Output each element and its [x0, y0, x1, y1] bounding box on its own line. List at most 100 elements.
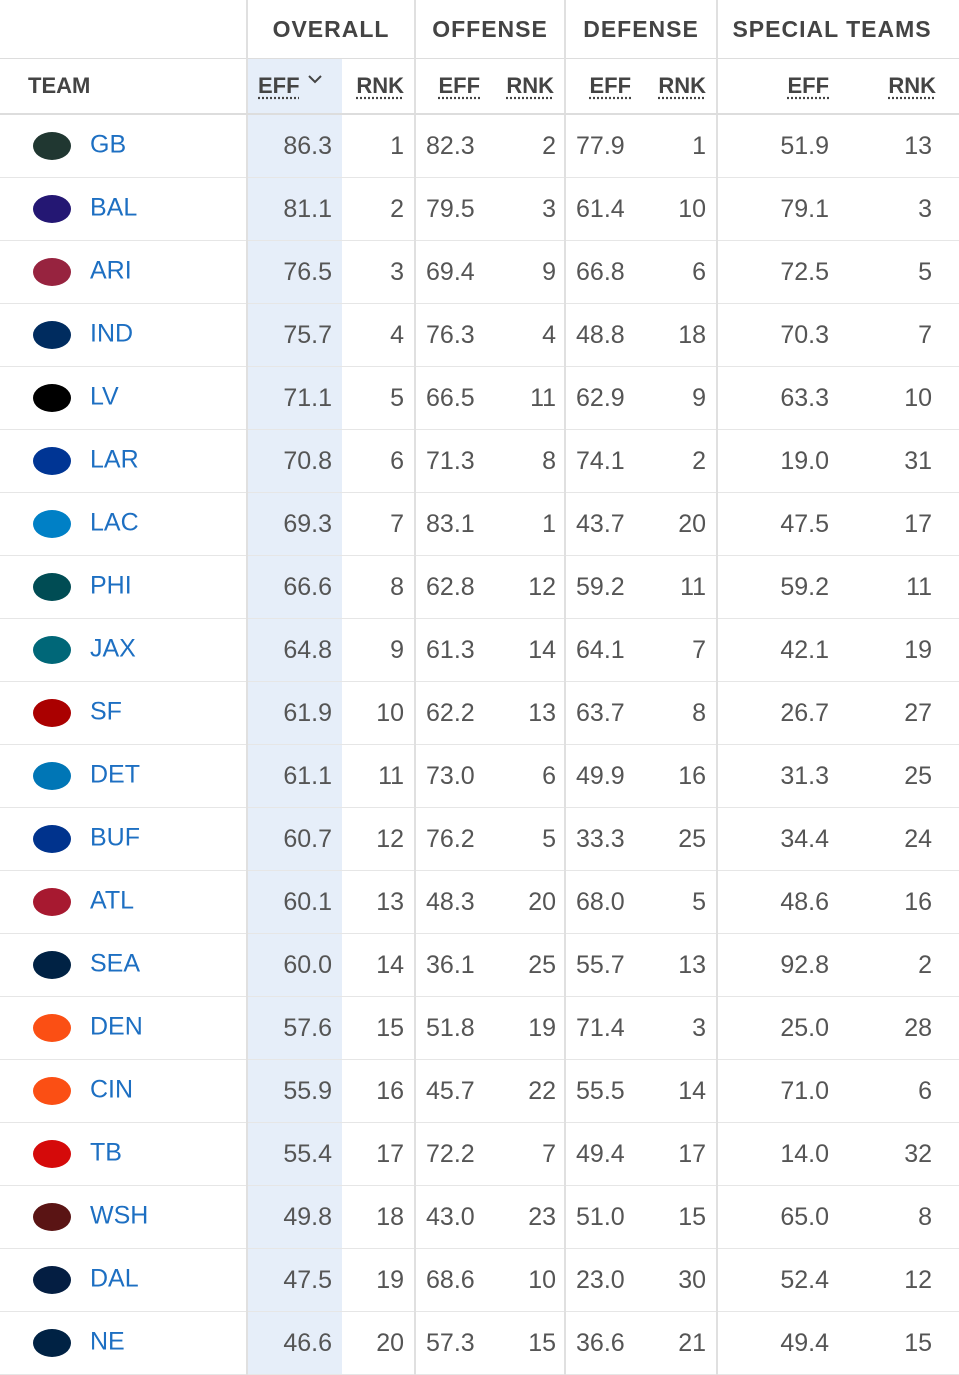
- rank-cell: 5: [641, 870, 718, 934]
- team-row: BAL 81.1 2 79.5 3 61.4 10 79.1 3: [0, 177, 959, 241]
- logo-shape: [33, 1266, 71, 1294]
- logo-shape: [33, 699, 71, 727]
- team-cell: BUF: [0, 807, 248, 871]
- logo-shape: [33, 447, 71, 475]
- blank-cell: [946, 429, 959, 493]
- logo-shape: [33, 258, 71, 286]
- team-logo: [33, 258, 71, 286]
- rank-cell: 15: [342, 996, 416, 1060]
- rank-cell: 6: [641, 240, 718, 304]
- rank-cell: 17: [841, 492, 947, 556]
- team-link[interactable]: PHI: [90, 571, 132, 600]
- blank-cell: [946, 1185, 959, 1249]
- eff-cell: 46.6: [246, 1311, 342, 1375]
- logo-shape: [33, 132, 71, 160]
- column-header[interactable]: EFF: [438, 73, 481, 98]
- column-header[interactable]: EFF: [787, 73, 830, 98]
- team-link[interactable]: DEN: [90, 1012, 143, 1041]
- logo-shape: [33, 762, 71, 790]
- eff-cell: 61.3: [414, 618, 491, 682]
- rank-cell: 12: [490, 555, 566, 619]
- rank-cell: 3: [641, 996, 718, 1060]
- team-link[interactable]: LAR: [90, 445, 139, 474]
- eff-cell: 23.0: [564, 1248, 642, 1312]
- column-header[interactable]: EFF: [258, 73, 300, 98]
- team-logo: [33, 1203, 71, 1231]
- column-header-cell: RNK: [841, 58, 947, 115]
- team-link[interactable]: GB: [90, 130, 127, 159]
- team-link[interactable]: LV: [90, 382, 119, 411]
- eff-cell: 49.4: [716, 1311, 842, 1375]
- team-cell: WSH: [0, 1185, 248, 1249]
- rank-cell: 30: [641, 1248, 718, 1312]
- blank-cell: [946, 807, 959, 871]
- team-cell: IND: [0, 303, 248, 367]
- eff-cell: 71.0: [716, 1059, 842, 1123]
- rank-cell: 10: [841, 366, 947, 430]
- rank-cell: 14: [342, 933, 416, 997]
- eff-cell: 70.3: [716, 303, 842, 367]
- column-header[interactable]: RNK: [658, 73, 707, 98]
- team-link[interactable]: ARI: [90, 256, 132, 285]
- rank-cell: 2: [342, 177, 416, 241]
- team-link[interactable]: SF: [90, 697, 122, 726]
- team-link[interactable]: IND: [90, 319, 134, 348]
- team-cell: ARI: [0, 240, 248, 304]
- eff-cell: 61.1: [246, 744, 342, 808]
- eff-cell: 33.3: [564, 807, 642, 871]
- rank-cell: 8: [641, 681, 718, 745]
- eff-cell: 55.9: [246, 1059, 342, 1123]
- team-link[interactable]: DAL: [90, 1264, 139, 1293]
- eff-cell: 69.3: [246, 492, 342, 556]
- eff-cell: 65.0: [716, 1185, 842, 1249]
- team-cell: NE: [0, 1311, 248, 1375]
- team-logo: [33, 195, 71, 223]
- eff-cell: 25.0: [716, 996, 842, 1060]
- team-link[interactable]: BAL: [90, 193, 138, 222]
- team-row: WSH 49.8 18 43.0 23 51.0 15 65.0 8: [0, 1185, 959, 1249]
- column-header[interactable]: RNK: [888, 73, 937, 98]
- team-cell: LAC: [0, 492, 248, 556]
- blank-cell: [946, 681, 959, 745]
- team-link[interactable]: LAC: [90, 508, 139, 537]
- team-link[interactable]: ATL: [90, 886, 134, 915]
- column-header-cell: EFF: [716, 58, 842, 115]
- team-link[interactable]: WSH: [90, 1201, 149, 1230]
- eff-cell: 66.8: [564, 240, 642, 304]
- column-header[interactable]: RNK: [506, 73, 555, 98]
- team-link[interactable]: TB: [90, 1138, 122, 1167]
- logo-shape: [33, 951, 71, 979]
- team-link[interactable]: JAX: [90, 634, 136, 663]
- team-cell: DEN: [0, 996, 248, 1060]
- eff-cell: 79.5: [414, 177, 491, 241]
- blank-cell: [946, 492, 959, 556]
- eff-cell: 60.7: [246, 807, 342, 871]
- eff-cell: 71.3: [414, 429, 491, 493]
- rank-cell: 12: [342, 807, 416, 871]
- blank-cell: [946, 0, 959, 59]
- logo-shape: [33, 1014, 71, 1042]
- eff-cell: 55.4: [246, 1122, 342, 1186]
- rank-cell: 4: [342, 303, 416, 367]
- column-header[interactable]: RNK: [356, 73, 405, 98]
- eff-cell: 69.4: [414, 240, 491, 304]
- team-logo: [33, 699, 71, 727]
- blank-cell: [946, 58, 959, 115]
- rank-cell: 11: [641, 555, 718, 619]
- team-link[interactable]: BUF: [90, 823, 140, 852]
- eff-cell: 75.7: [246, 303, 342, 367]
- eff-cell: 64.1: [564, 618, 642, 682]
- eff-cell: 74.1: [564, 429, 642, 493]
- eff-cell: 59.2: [564, 555, 642, 619]
- team-link[interactable]: CIN: [90, 1075, 134, 1104]
- team-logo: [33, 510, 71, 538]
- team-link[interactable]: NE: [90, 1327, 125, 1356]
- team-link[interactable]: DET: [90, 760, 140, 789]
- rank-cell: 7: [490, 1122, 566, 1186]
- blank-cell: [946, 1311, 959, 1375]
- column-header[interactable]: EFF: [589, 73, 632, 98]
- team-link[interactable]: SEA: [90, 949, 141, 978]
- rank-cell: 16: [841, 870, 947, 934]
- team-logo: [33, 1140, 71, 1168]
- team-row: SEA 60.0 14 36.1 25 55.7 13 92.8 2: [0, 933, 959, 997]
